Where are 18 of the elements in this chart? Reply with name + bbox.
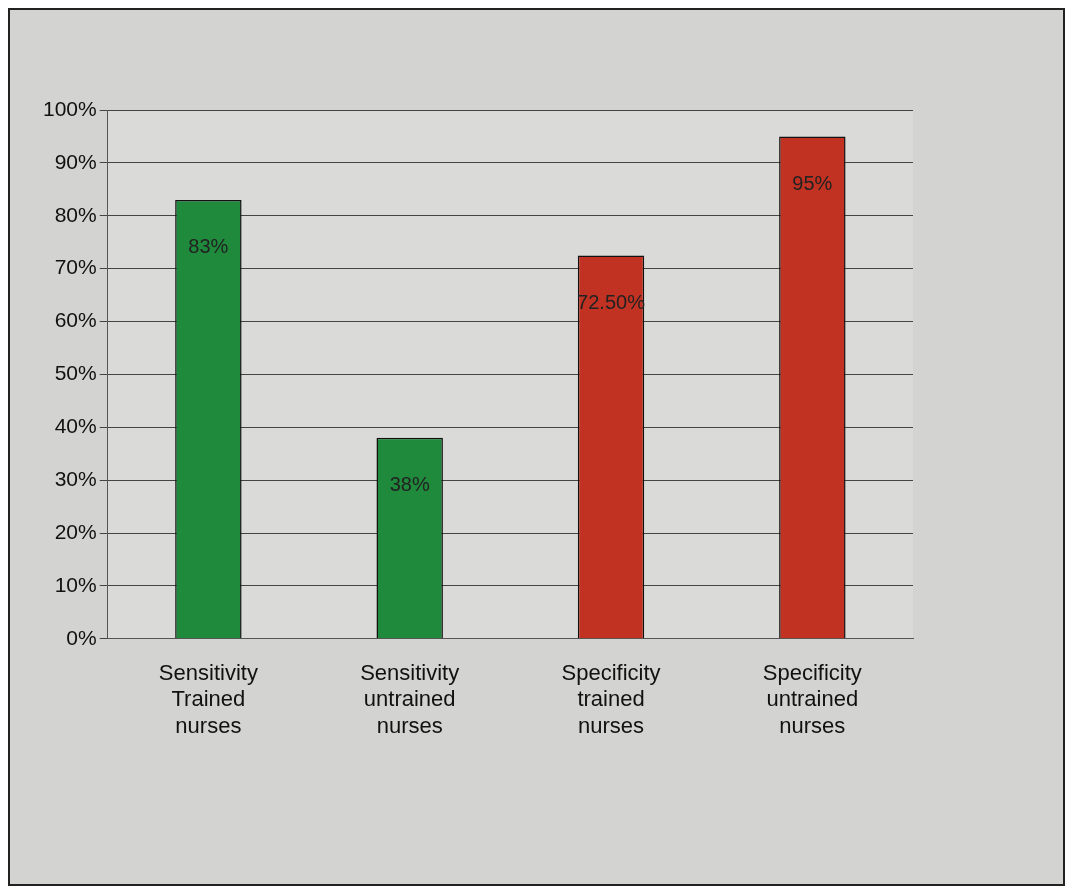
y-tick-label: 0% xyxy=(66,625,97,649)
x-tick-label: Specificity trained nurses xyxy=(561,660,661,738)
data-label: 95% xyxy=(792,171,833,194)
y-tick-label: 40% xyxy=(54,414,97,438)
y-tick-label: 80% xyxy=(54,202,97,226)
y-tick-label: 10% xyxy=(54,572,97,596)
y-tick-label: 20% xyxy=(54,519,97,543)
x-tick-label: Sensitivity untrained nurses xyxy=(360,660,460,738)
y-tick-label: 30% xyxy=(54,466,97,490)
data-label: 38% xyxy=(389,473,430,496)
y-tick-label: 70% xyxy=(54,255,97,279)
x-tick-label: Sensitivity Trained nurses xyxy=(158,660,258,738)
data-label: 83% xyxy=(188,235,229,258)
y-tick-label: 50% xyxy=(54,361,97,385)
y-tick-label: 90% xyxy=(54,149,97,173)
y-tick-label: 100% xyxy=(42,96,97,120)
x-tick-label: Specificity untrained nurses xyxy=(762,660,862,738)
y-tick-label: 60% xyxy=(54,308,97,332)
